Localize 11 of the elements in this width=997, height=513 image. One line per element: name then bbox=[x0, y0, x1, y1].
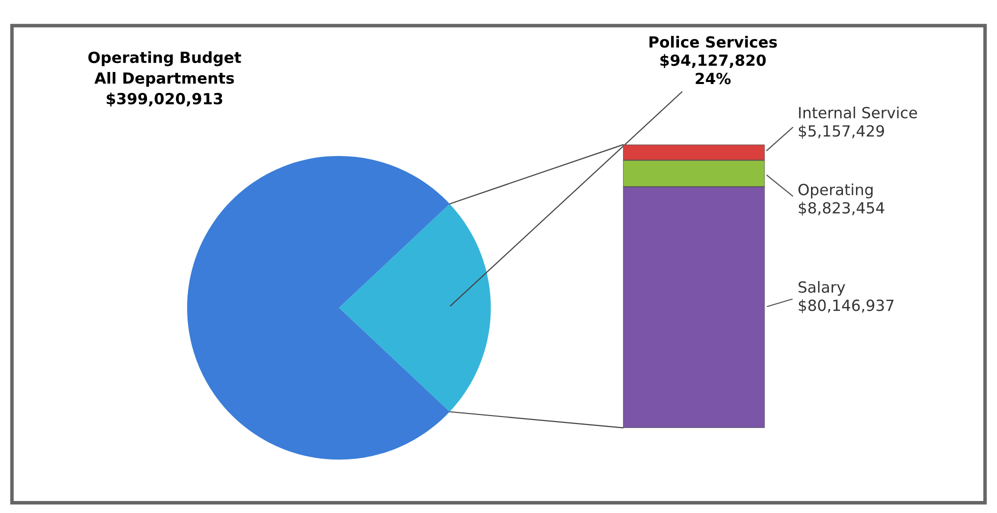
data-label: $94,127,820 24% bbox=[660, 54, 766, 84]
pie-slice bbox=[187, 156, 450, 460]
data-label: $5,157,429 bbox=[798, 124, 884, 139]
text: Operating bbox=[798, 184, 873, 198]
text: Operating Budget All Departments $399,020,913 bbox=[88, 51, 242, 106]
pie-slice bbox=[338, 204, 491, 412]
slice-label: Police Services bbox=[650, 36, 777, 48]
text: Internal Service bbox=[799, 106, 917, 118]
data-label: $8,823,454 bbox=[798, 202, 884, 216]
data-label: $80,146,937 bbox=[798, 299, 894, 314]
text: Salary bbox=[798, 281, 846, 296]
